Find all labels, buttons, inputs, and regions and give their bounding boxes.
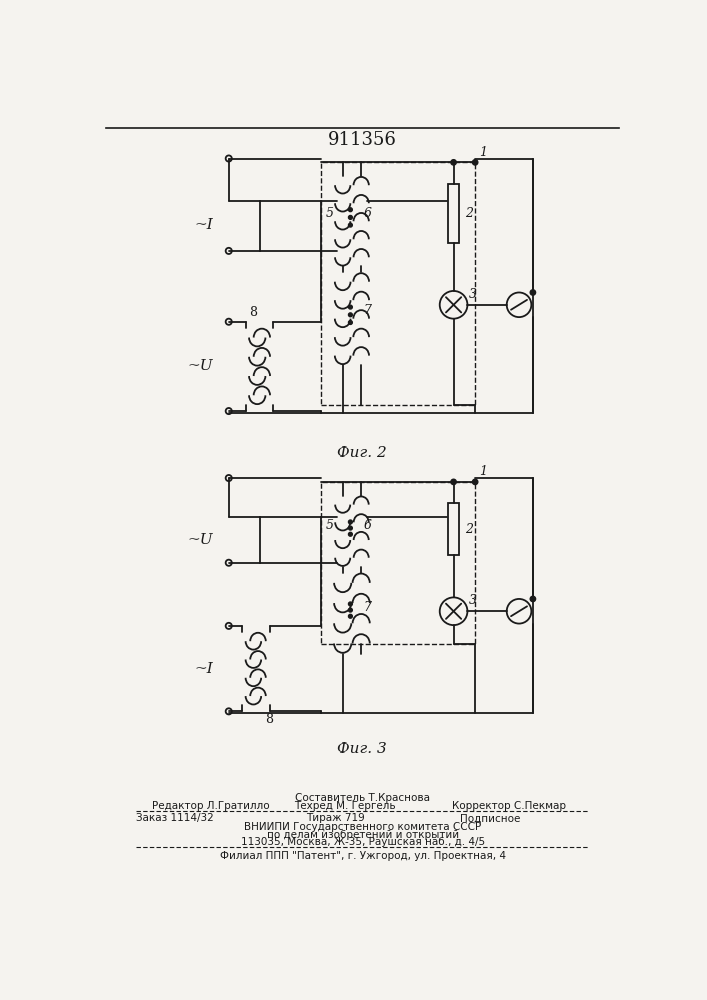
Circle shape [349,223,352,227]
Circle shape [349,305,352,309]
Circle shape [472,479,478,485]
Text: Тираж 719: Тираж 719 [305,813,365,823]
Circle shape [349,321,352,324]
Circle shape [226,408,232,414]
Text: 6: 6 [363,207,371,220]
Text: Составитель Т.Краснова: Составитель Т.Краснова [296,793,431,803]
Text: ВНИИПИ Государственного комитета СССР: ВНИИПИ Государственного комитета СССР [244,822,481,832]
Text: ~U: ~U [188,359,214,373]
Circle shape [440,597,467,625]
Text: 6: 6 [363,519,371,532]
Text: Заказ 1114/32: Заказ 1114/32 [136,813,214,823]
Text: Филиал ППП "Патент", г. Ужгород, ул. Проектная, 4: Филиал ППП "Патент", г. Ужгород, ул. Про… [220,851,506,861]
Circle shape [226,475,232,481]
Text: 7: 7 [363,601,371,614]
Text: 2: 2 [465,207,473,220]
Bar [448,503,460,555]
Text: ~U: ~U [188,533,214,547]
Circle shape [349,208,352,212]
Circle shape [530,596,536,602]
Text: 113035, Москва, Ж-35, Раушская наб., д. 4/5: 113035, Москва, Ж-35, Раушская наб., д. … [240,837,485,847]
Circle shape [349,520,352,524]
Text: 2: 2 [465,523,473,536]
Circle shape [349,608,352,612]
Circle shape [226,319,232,325]
Circle shape [226,248,232,254]
Text: 3: 3 [469,288,477,301]
Text: 1: 1 [479,145,487,158]
Circle shape [440,291,467,319]
Circle shape [451,479,456,485]
Text: 7: 7 [363,304,371,317]
Text: ~I: ~I [194,218,214,232]
Circle shape [507,599,532,624]
Circle shape [349,215,352,219]
Circle shape [226,708,232,714]
Text: Техред М. Гергель: Техред М. Гергель [294,801,396,811]
Circle shape [226,623,232,629]
Text: 8: 8 [250,306,257,319]
Text: 5: 5 [325,207,334,220]
Circle shape [349,313,352,317]
Text: 8: 8 [265,713,273,726]
Circle shape [349,532,352,536]
Text: по делам изобретений и открытий: по делам изобретений и открытий [267,830,459,840]
Text: Корректор С.Пекмар: Корректор С.Пекмар [452,801,566,811]
Circle shape [349,602,352,606]
Text: 5: 5 [325,519,334,532]
Text: Редактор Л.Гратилло: Редактор Л.Гратилло [152,801,269,811]
Circle shape [507,292,532,317]
Text: 1: 1 [479,465,487,478]
Text: 3: 3 [469,594,477,607]
Bar [321,162,475,405]
Circle shape [226,155,232,162]
Bar [321,482,475,644]
Circle shape [472,160,478,165]
Text: ~I: ~I [194,662,214,676]
Circle shape [530,290,536,295]
Text: 911356: 911356 [328,131,397,149]
Text: Фиг. 2: Фиг. 2 [337,446,387,460]
Text: Подписное: Подписное [460,813,520,823]
Bar [448,184,460,243]
Circle shape [349,526,352,530]
Circle shape [349,614,352,618]
Circle shape [226,560,232,566]
Text: Фиг. 3: Фиг. 3 [337,742,387,756]
Circle shape [451,160,456,165]
